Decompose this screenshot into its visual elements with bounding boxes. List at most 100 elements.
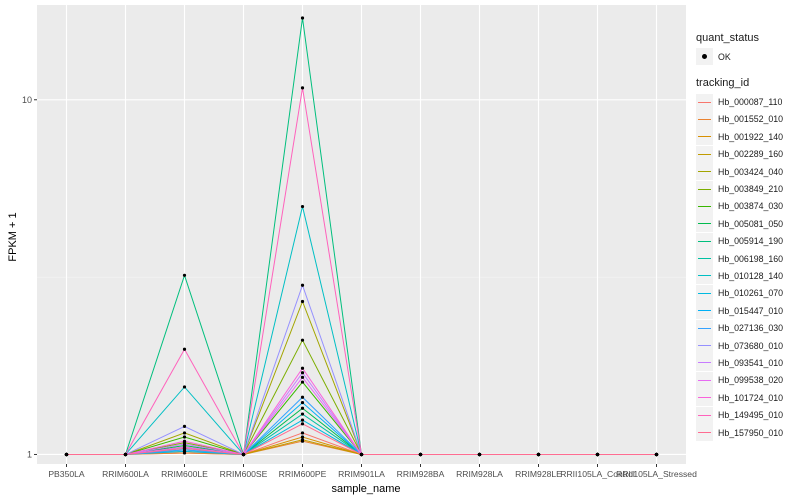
- data-point: [418, 452, 423, 457]
- x-tick-label: RRII105LA_Stressed: [616, 469, 697, 479]
- legend-key: [696, 389, 713, 407]
- legend-title-quant-status: quant_status: [696, 32, 759, 44]
- legend-label: Hb_093541_010: [718, 357, 784, 368]
- data-point: [123, 452, 128, 457]
- legend-label: Hb_010261_070: [718, 288, 784, 299]
- legend-item-hb-093541-010: Hb_093541_010: [696, 354, 796, 372]
- data-point: [300, 299, 305, 304]
- legend-key: [696, 163, 713, 181]
- legend-key-ok: [696, 48, 713, 66]
- data-point: [182, 385, 187, 389]
- legend-key: [696, 424, 713, 441]
- x-tick-label: RRIM928BA: [397, 469, 445, 479]
- x-axis: PB350LA RRIM600LA RRIM600LE RRIM600SE RRIM60…: [48, 464, 697, 479]
- legend-item-hb-003424-040: Hb_003424_040: [696, 163, 796, 181]
- data-point: [595, 452, 600, 457]
- legend-item-hb-001922-140: Hb_001922_140: [696, 128, 796, 146]
- data-point: [300, 406, 305, 410]
- legend-label: Hb_099538_020: [718, 375, 784, 386]
- legend-item-hb-149495-010: Hb_149495_010: [696, 406, 796, 424]
- legend-item-hb-099538-020: Hb_099538_020: [696, 371, 796, 389]
- legend-key: [696, 197, 713, 215]
- legend-key: [696, 371, 713, 389]
- data-point: [300, 366, 305, 370]
- x-tick-label: RRIM600PE: [279, 469, 327, 479]
- data-point: [182, 431, 187, 435]
- data-point: [300, 431, 305, 435]
- data-point: [182, 347, 187, 351]
- data-point: [182, 435, 187, 439]
- legend-label: Hb_010128_140: [718, 270, 784, 281]
- legend-label: Hb_157950_010: [718, 427, 784, 438]
- data-point: [182, 442, 187, 446]
- data-point: [182, 273, 187, 277]
- legend-key: [696, 180, 713, 198]
- legend-key: [696, 128, 713, 146]
- x-tick-label: RRIM600LE: [161, 469, 208, 479]
- legend-item-hb-010261-070: Hb_010261_070: [696, 284, 796, 302]
- legend-key: [696, 302, 713, 320]
- legend-key: [696, 267, 713, 285]
- x-axis-label: sample_name: [331, 483, 400, 495]
- x-tick-label: RRIM600SE: [220, 469, 268, 479]
- legend-label: Hb_002289_160: [718, 149, 784, 160]
- data-point: [300, 401, 305, 405]
- legend-label: Hb_001552_010: [718, 114, 784, 125]
- legend: quant_status OK tracking_id Hb_000087_11…: [696, 32, 796, 453]
- legend-item-ok: OK: [696, 48, 796, 66]
- legend-label: Hb_003424_040: [718, 166, 784, 177]
- legend-item-hb-005914-190: Hb_005914_190: [696, 232, 796, 250]
- data-point: [300, 16, 305, 20]
- data-point: [300, 283, 305, 287]
- data-point: [300, 438, 305, 442]
- legend-item-hb-001552-010: Hb_001552_010: [696, 110, 796, 128]
- data-point: [477, 452, 482, 457]
- legend-item-hb-002289-160: Hb_002289_160: [696, 145, 796, 163]
- x-tick-label: RRIM928LE: [515, 469, 562, 479]
- data-point: [359, 452, 364, 457]
- data-point: [300, 418, 305, 422]
- data-points: [64, 16, 659, 457]
- legend-label: Hb_027136_030: [718, 323, 784, 334]
- legend-tracking-id: tracking_id Hb_000087_110 Hb_001552_010 Hb…: [696, 77, 796, 441]
- legend-label: Hb_003849_210: [718, 184, 784, 195]
- data-point: [241, 452, 246, 457]
- legend-key: [696, 215, 713, 233]
- data-point: [300, 204, 305, 209]
- legend-key: [696, 337, 713, 355]
- legend-item-hb-000087-110: Hb_000087_110: [696, 93, 796, 111]
- x-tick-label: RRII105LA_Control: [560, 469, 635, 479]
- legend-key: [696, 284, 713, 302]
- legend-label: Hb_005914_190: [718, 236, 784, 247]
- legend-quant-status: quant_status OK: [696, 32, 796, 66]
- data-point: [182, 424, 187, 428]
- data-point: [300, 395, 305, 399]
- x-tick-label: PB350LA: [48, 469, 85, 479]
- y-tick-label: 1: [27, 449, 32, 459]
- data-point: [182, 439, 187, 443]
- legend-label: Hb_006198_160: [718, 253, 784, 264]
- legend-key: [696, 110, 713, 128]
- legend-label: Hb_101724_010: [718, 392, 784, 403]
- data-point: [654, 452, 659, 457]
- legend-item-hb-010128-140: Hb_010128_140: [696, 267, 796, 285]
- data-point: [300, 375, 305, 379]
- legend-label: Hb_000087_110: [718, 97, 783, 108]
- y-tick-label: 10: [22, 95, 32, 105]
- data-point: [300, 338, 305, 342]
- legend-key: [696, 93, 713, 111]
- data-point: [64, 452, 69, 457]
- data-point: [300, 422, 305, 426]
- legend-item-hb-027136-030: Hb_027136_030: [696, 319, 796, 337]
- legend-label: Hb_001922_140: [718, 131, 784, 142]
- legend-key: [696, 250, 713, 268]
- legend-item-hb-157950-010: Hb_157950_010: [696, 424, 796, 441]
- data-point: [300, 435, 305, 439]
- legend-key: [696, 145, 713, 163]
- x-tick-label: RRIM901LA: [338, 469, 385, 479]
- legend-item-hb-006198-160: Hb_006198_160: [696, 250, 796, 268]
- data-point: [300, 412, 305, 416]
- data-point: [182, 446, 187, 451]
- y-axis-label: FPKM + 1: [7, 212, 19, 261]
